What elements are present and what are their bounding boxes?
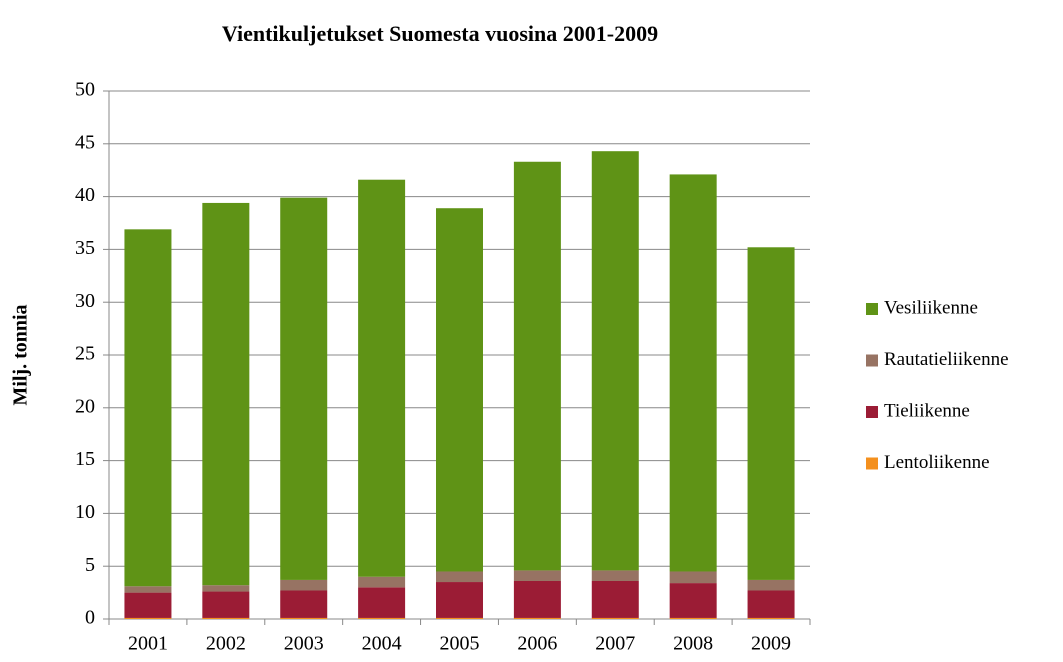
bar-segment [202, 202, 250, 586]
y-tick-label: 40 [75, 184, 95, 206]
bar-segment [591, 580, 639, 618]
bar-segment [669, 617, 717, 619]
bar-segment [669, 174, 717, 572]
y-tick-label: 10 [75, 501, 95, 523]
x-tick-label: 2004 [362, 633, 402, 655]
y-tick-label: 0 [85, 607, 95, 629]
x-tick-label: 2007 [595, 633, 635, 655]
bar-segment [280, 579, 328, 591]
bar-segment [124, 592, 172, 618]
bar-segment [747, 590, 795, 618]
bar-segment [124, 229, 172, 587]
bar-segment [436, 617, 483, 619]
y-axis-label: Milj. tonnia [10, 304, 32, 405]
bar-segment [747, 617, 795, 619]
bar-segment [747, 579, 795, 591]
legend-label: Rautatieliikenne [884, 349, 1009, 370]
bar-segment [669, 571, 717, 584]
legend-swatch [866, 457, 878, 470]
bar-segment [358, 179, 406, 577]
y-tick-label: 5 [85, 554, 95, 576]
x-tick-label: 2003 [284, 633, 324, 655]
y-tick-label: 20 [75, 395, 95, 417]
bar-segment [513, 617, 561, 619]
bar-segment [513, 580, 561, 618]
x-tick-label: 2001 [128, 633, 168, 655]
bar-segment [358, 576, 406, 588]
bar-segment [124, 617, 172, 619]
x-tick-label: 2006 [517, 633, 557, 655]
legend-swatch [866, 303, 878, 315]
bar-segment [202, 617, 250, 619]
chart-title: Vientikuljetukset Suomesta vuosina 2001-… [222, 21, 658, 46]
y-tick-label: 35 [75, 237, 95, 259]
y-tick-label: 25 [75, 343, 95, 365]
bar-segment [280, 197, 328, 580]
bar-segment [358, 617, 406, 619]
bar-segment [436, 571, 483, 583]
bar-segment [436, 208, 483, 572]
bar-segment [591, 570, 639, 581]
bar-segment [669, 583, 717, 618]
x-tick-label: 2002 [206, 633, 246, 655]
bar-segment [202, 585, 250, 592]
y-tick-label: 15 [75, 448, 95, 470]
legend-label: Lentoliikenne [884, 452, 990, 473]
legend-label: Vesiliikenne [884, 297, 978, 318]
y-tick-label: 30 [75, 290, 95, 312]
bar-segment [280, 590, 328, 618]
bar-segment [280, 617, 328, 619]
bar-segment [358, 587, 406, 618]
bar-segment [202, 591, 250, 618]
y-tick-label: 50 [75, 79, 95, 101]
bar-segment [591, 151, 639, 571]
bar-segment [513, 570, 561, 581]
bar-segment [591, 617, 639, 619]
y-tick-label: 45 [75, 131, 95, 153]
legend-swatch [866, 406, 878, 418]
legend-label: Tieliikenne [884, 400, 970, 421]
x-tick-label: 2009 [751, 633, 791, 655]
bar-segment [436, 582, 483, 618]
bar-segment [124, 586, 172, 593]
bar-segment [747, 247, 795, 580]
legend-swatch [866, 354, 878, 367]
bar-segment [513, 161, 561, 571]
x-tick-label: 2005 [440, 633, 480, 655]
x-tick-label: 2008 [673, 633, 713, 655]
